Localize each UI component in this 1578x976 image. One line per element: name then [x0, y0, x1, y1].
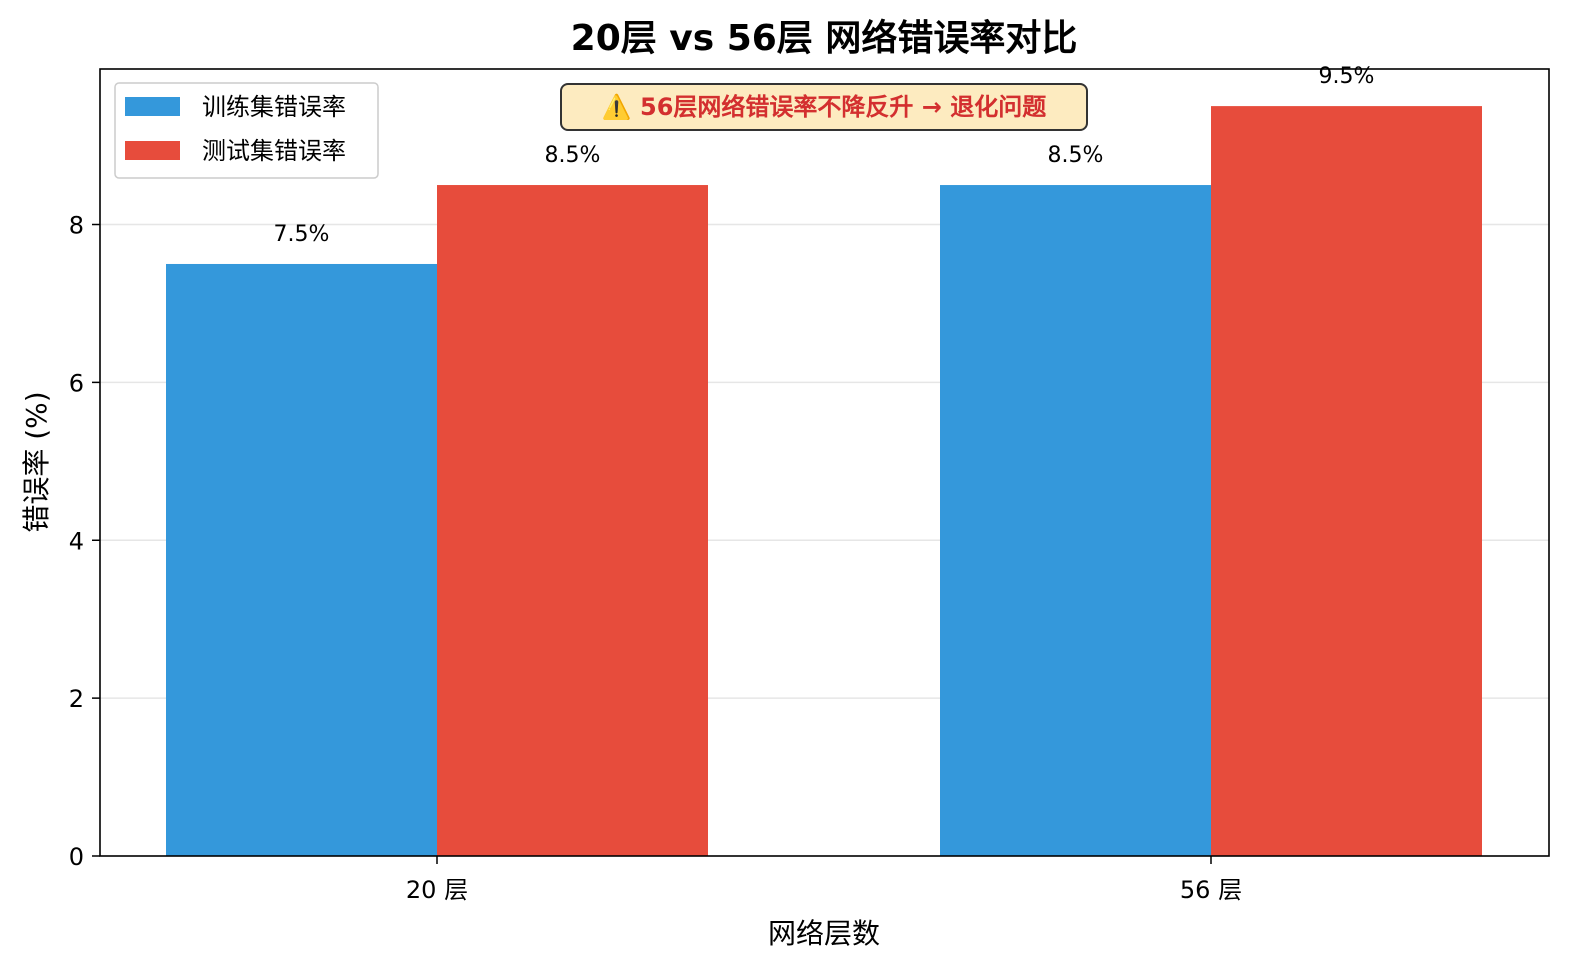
bar-train-2 — [940, 185, 1211, 856]
legend: 训练集错误率 测试集错误率 — [114, 82, 379, 179]
y-tick-label: 2 — [69, 685, 84, 713]
annotation-box — [560, 83, 1088, 131]
bar-test-2 — [1211, 106, 1482, 857]
ticks: 0 2 4 6 8 20 层 56 层 — [69, 212, 1242, 904]
legend-label-train: 训练集错误率 — [202, 93, 346, 121]
y-tick-label: 8 — [69, 212, 84, 240]
legend-label-test: 测试集错误率 — [202, 137, 346, 165]
data-label: 9.5% — [1319, 64, 1375, 89]
legend-swatch-train — [125, 97, 180, 116]
legend-box — [114, 82, 379, 179]
plot-frame — [99, 68, 1550, 857]
bar-train-1 — [166, 263, 437, 857]
annotation: ⚠️ 56层网络错误率不降反升 → 退化问题 — [560, 83, 1088, 131]
y-tick-label: 0 — [69, 843, 84, 871]
bar-test-1 — [437, 185, 708, 856]
x-tick-label: 56 层 — [1180, 876, 1242, 904]
chart-title: 20层 vs 56层 网络错误率对比 — [571, 17, 1078, 59]
data-label: 8.5% — [1048, 143, 1104, 168]
x-tick-label: 20 层 — [406, 876, 468, 904]
data-label: 8.5% — [545, 143, 601, 168]
y-tick-label: 6 — [69, 369, 84, 397]
annotation-text: ⚠️ 56层网络错误率不降反升 → 退化问题 — [602, 93, 1046, 121]
x-axis-label: 网络层数 — [768, 917, 880, 950]
y-axis-label: 错误率 (%) — [20, 391, 53, 532]
bars — [166, 106, 1482, 857]
y-tick-label: 4 — [69, 527, 84, 555]
legend-swatch-test — [125, 141, 180, 160]
data-label: 7.5% — [274, 222, 330, 247]
